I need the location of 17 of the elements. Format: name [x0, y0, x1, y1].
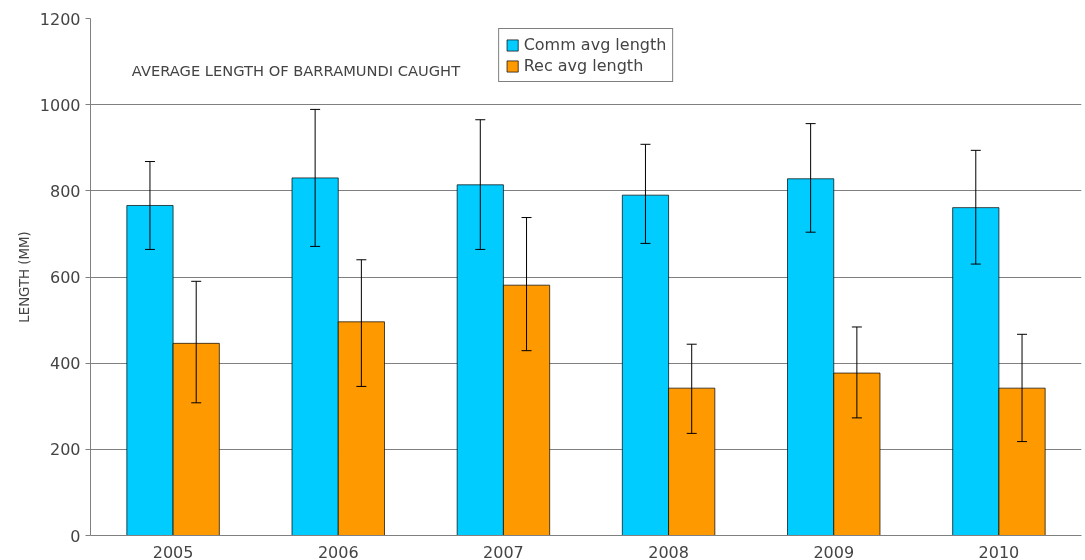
legend-label: Rec avg length — [523, 56, 644, 75]
y-tick-label: 0 — [70, 526, 81, 546]
y-tick-label: 600 — [49, 268, 81, 287]
legend-label: Comm avg length — [523, 35, 667, 54]
x-tick-label: 2007 — [483, 542, 524, 560]
y-tick-label: 400 — [49, 354, 81, 374]
x-tick-label: 2005 — [152, 542, 194, 560]
x-tick-label: 2010 — [978, 542, 1020, 560]
y-tick-label: 1000 — [39, 95, 81, 115]
y-axis-title: LENGTH (MM) — [16, 231, 32, 323]
x-tick-label: 2006 — [317, 542, 359, 560]
y-tick-label: 800 — [49, 181, 81, 201]
text: AVERAGE LENGTH OF BARRAMUNDI CAUGHT — [131, 61, 461, 79]
y-tick-label: 200 — [49, 440, 81, 460]
x-tick-label: 2008 — [648, 542, 689, 560]
x-tick-label: 2009 — [813, 542, 855, 560]
y-tick-label: 1200 — [39, 9, 81, 29]
